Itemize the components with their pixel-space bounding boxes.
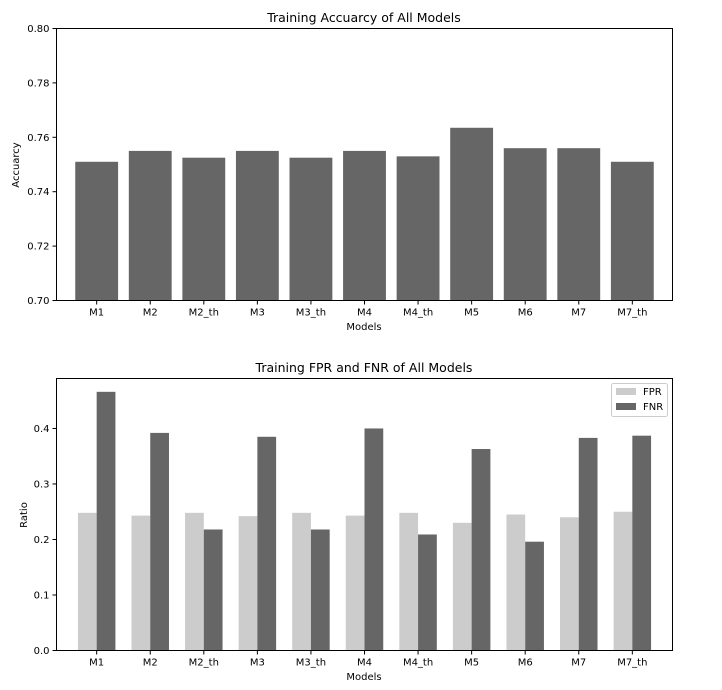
fpr-fnr-y-ticks: 0.0 0.1 0.2 0.3 0.4 [34, 424, 57, 657]
legend-label-fnr: FNR [643, 402, 663, 413]
accuracy-bar-m3-th [289, 157, 333, 301]
c1-y-tick-label-0-74: 0.74 [27, 187, 49, 198]
fpr-fnr-chart: Training FPR and FNR of All Models M1 M2 M… [19, 360, 673, 683]
c1-y-tick-label-0-76: 0.76 [27, 133, 49, 144]
accuracy-bar-m5 [450, 127, 494, 301]
c1-x-tick-label-m5: M5 [464, 308, 479, 319]
bar-fnr-m5 [471, 448, 491, 651]
bar-fnr-m3 [257, 436, 277, 651]
c2-x-tick-label-m5: M5 [464, 658, 479, 669]
bar-fpr-m4-th [399, 512, 419, 651]
c2-x-tick-label-m4: M4 [357, 658, 372, 669]
bar-fpr-m1 [77, 512, 97, 651]
bar-fpr-m2 [131, 515, 151, 651]
c1-x-tick-label-m7-th: M7_th [617, 308, 647, 319]
accuracy-bar-m4 [343, 150, 386, 301]
bar-fnr-m4 [364, 428, 384, 651]
bar-fpr-m5 [452, 522, 472, 651]
fpr-fnr-x-axis-label: Models [346, 672, 381, 683]
bar-fnr-m7-th [632, 435, 652, 651]
bar-fpr-m3-th [292, 512, 311, 651]
bar-fnr-m1 [96, 391, 116, 651]
c2-y-tick-label-0-0: 0.0 [34, 646, 50, 657]
c2-x-tick-label-m6: M6 [518, 658, 533, 669]
bar-fnr-m7 [578, 437, 598, 651]
c1-x-tick-label-m3-th: M3_th [296, 308, 326, 319]
bar-fnr-m2-th [203, 529, 223, 651]
accuracy-y-ticks: 0.70 0.72 0.74 0.76 0.78 0.80 [27, 24, 57, 307]
fpr-fnr-chart-title: Training FPR and FNR of All Models [255, 360, 473, 375]
c1-y-tick-label-0-80: 0.80 [27, 24, 49, 35]
c2-x-tick-label-m7: M7 [571, 658, 586, 669]
accuracy-bar-m1 [75, 161, 119, 301]
legend-swatch-fnr [616, 403, 636, 410]
c2-x-tick-label-m3: M3 [250, 658, 265, 669]
c1-x-tick-label-m1: M1 [89, 308, 104, 319]
accuracy-bar-m4-th [396, 156, 440, 301]
bar-fpr-m7 [560, 517, 579, 651]
accuracy-bar-m3 [235, 150, 279, 301]
accuracy-bar-m2 [128, 150, 172, 301]
c1-y-tick-label-0-72: 0.72 [27, 242, 49, 253]
bar-fnr-m2 [150, 432, 169, 651]
accuracy-bar-m6 [503, 148, 547, 301]
bar-fpr-m4 [345, 515, 365, 651]
c2-y-tick-label-0-2: 0.2 [34, 535, 50, 546]
accuracy-bar-m7 [557, 148, 601, 301]
c2-y-tick-label-0-1: 0.1 [34, 590, 50, 601]
c1-x-tick-label-m4-th: M4_th [403, 308, 433, 319]
accuracy-y-axis-label: Accuarcy [11, 142, 22, 188]
bar-fnr-m3-th [310, 529, 330, 651]
accuracy-chart: Training Accuarcy of All Models M1 M2 M2_t… [11, 10, 673, 333]
fpr-fnr-y-axis-label: Ratio [19, 502, 30, 528]
fpr-fnr-bars [77, 391, 652, 651]
c2-x-tick-label-m7-th: M7_th [617, 658, 647, 669]
c2-x-tick-label-m3-th: M3_th [296, 658, 326, 669]
c2-x-tick-label-m1: M1 [89, 658, 104, 669]
c1-x-tick-label-m2-th: M2_th [189, 308, 219, 319]
c1-x-tick-label-m2: M2 [143, 308, 158, 319]
c2-y-tick-label-0-4: 0.4 [34, 424, 50, 435]
c2-x-tick-label-m2: M2 [143, 658, 158, 669]
c2-x-tick-label-m2-th: M2_th [189, 658, 219, 669]
legend-label-fpr: FPR [643, 387, 662, 398]
accuracy-bars [75, 127, 654, 301]
accuracy-x-ticks: M1 M2 M2_th M3 M3_th M4 M4_th M5 M6 M7 M7_th [89, 300, 647, 319]
bar-fpr-m2-th [185, 512, 204, 651]
bar-fnr-m6 [525, 541, 544, 651]
legend-swatch-fpr [616, 388, 636, 395]
c1-y-tick-label-0-70: 0.70 [27, 296, 49, 307]
c1-y-tick-label-0-78: 0.78 [27, 78, 49, 89]
bar-fpr-m6 [506, 514, 526, 651]
c1-x-tick-label-m6: M6 [518, 308, 533, 319]
fpr-fnr-plot-frame [56, 378, 673, 651]
accuracy-plot-frame [56, 28, 673, 301]
accuracy-bar-m2-th [182, 157, 226, 301]
c1-x-tick-label-m4: M4 [357, 308, 372, 319]
c2-y-tick-label-0-3: 0.3 [34, 479, 50, 490]
accuracy-chart-title: Training Accuarcy of All Models [266, 10, 461, 25]
bar-fnr-m4-th [418, 534, 437, 651]
accuracy-bar-m7-th [610, 161, 654, 301]
fpr-fnr-legend: FPR FNR [611, 383, 668, 417]
fpr-fnr-x-ticks: M1 M2 M2_th M3 M3_th M4 M4_th M5 M6 M7 M7_th [89, 650, 647, 669]
c1-x-tick-label-m3: M3 [250, 308, 265, 319]
bar-fpr-m3 [238, 516, 258, 651]
accuracy-x-axis-label: Models [346, 322, 381, 333]
c2-x-tick-label-m4-th: M4_th [403, 658, 433, 669]
c1-x-tick-label-m7: M7 [571, 308, 586, 319]
bar-fpr-m7-th [613, 511, 633, 651]
